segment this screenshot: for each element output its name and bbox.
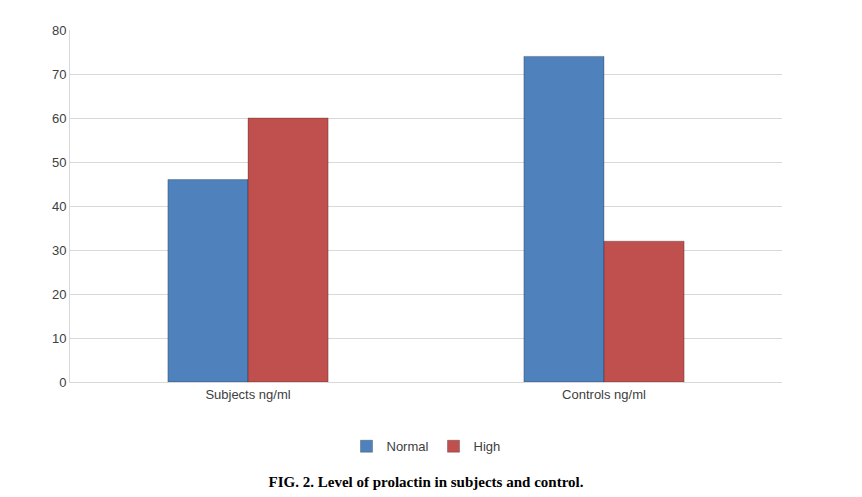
svg-text:60: 60 xyxy=(52,111,66,126)
svg-text:70: 70 xyxy=(52,67,66,82)
svg-text:Normal: Normal xyxy=(387,439,429,454)
svg-text:20: 20 xyxy=(52,287,66,302)
svg-text:Controls ng/ml: Controls ng/ml xyxy=(562,387,646,402)
svg-text:Subjects ng/ml: Subjects ng/ml xyxy=(205,387,290,402)
svg-text:High: High xyxy=(474,439,501,454)
svg-text:10: 10 xyxy=(52,331,66,346)
svg-text:0: 0 xyxy=(59,375,66,390)
svg-text:30: 30 xyxy=(52,243,66,258)
svg-text:50: 50 xyxy=(52,155,66,170)
svg-text:80: 80 xyxy=(52,23,66,38)
svg-text:FIG. 2. Level of prolactin in: FIG. 2. Level of prolactin in subjects a… xyxy=(269,474,584,490)
svg-text:40: 40 xyxy=(52,199,66,214)
